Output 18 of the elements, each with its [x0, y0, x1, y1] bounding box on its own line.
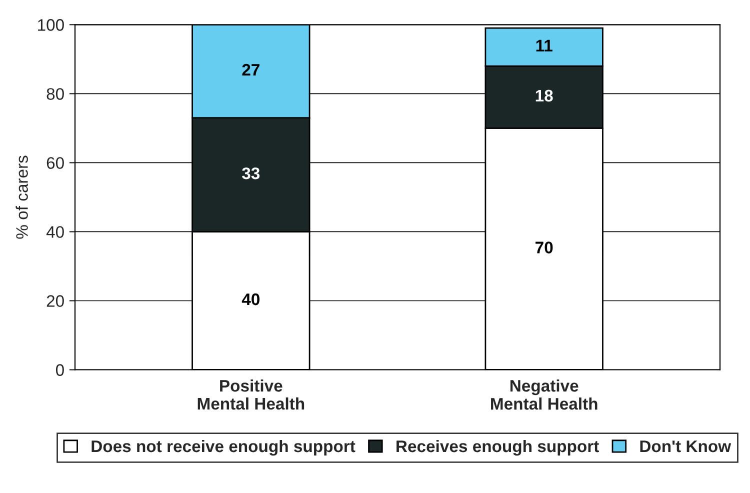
legend-label: Does not receive enough support: [92, 440, 356, 456]
data-label: 27: [242, 64, 260, 76]
data-label: 70: [536, 242, 553, 254]
y-axis-title: % of carers: [16, 156, 28, 239]
y-tick-label: 80: [46, 88, 64, 100]
legend-label: Receives enough support: [396, 440, 599, 456]
y-tick-label: 40: [46, 226, 64, 238]
y-tick-label: 60: [46, 157, 64, 169]
legend-label: Don't Know: [640, 440, 732, 452]
data-label: 33: [242, 167, 260, 180]
data-label: 40: [242, 293, 260, 306]
y-tick-label: 0: [56, 364, 64, 376]
x-tick-label: Positive Mental Health: [198, 379, 304, 410]
x-tick-label: Negative Mental Health: [491, 379, 598, 410]
y-tick-label: 20: [46, 295, 64, 307]
data-label: 18: [536, 90, 553, 102]
data-label: 11: [536, 40, 552, 52]
y-tick-label: 100: [38, 19, 64, 31]
